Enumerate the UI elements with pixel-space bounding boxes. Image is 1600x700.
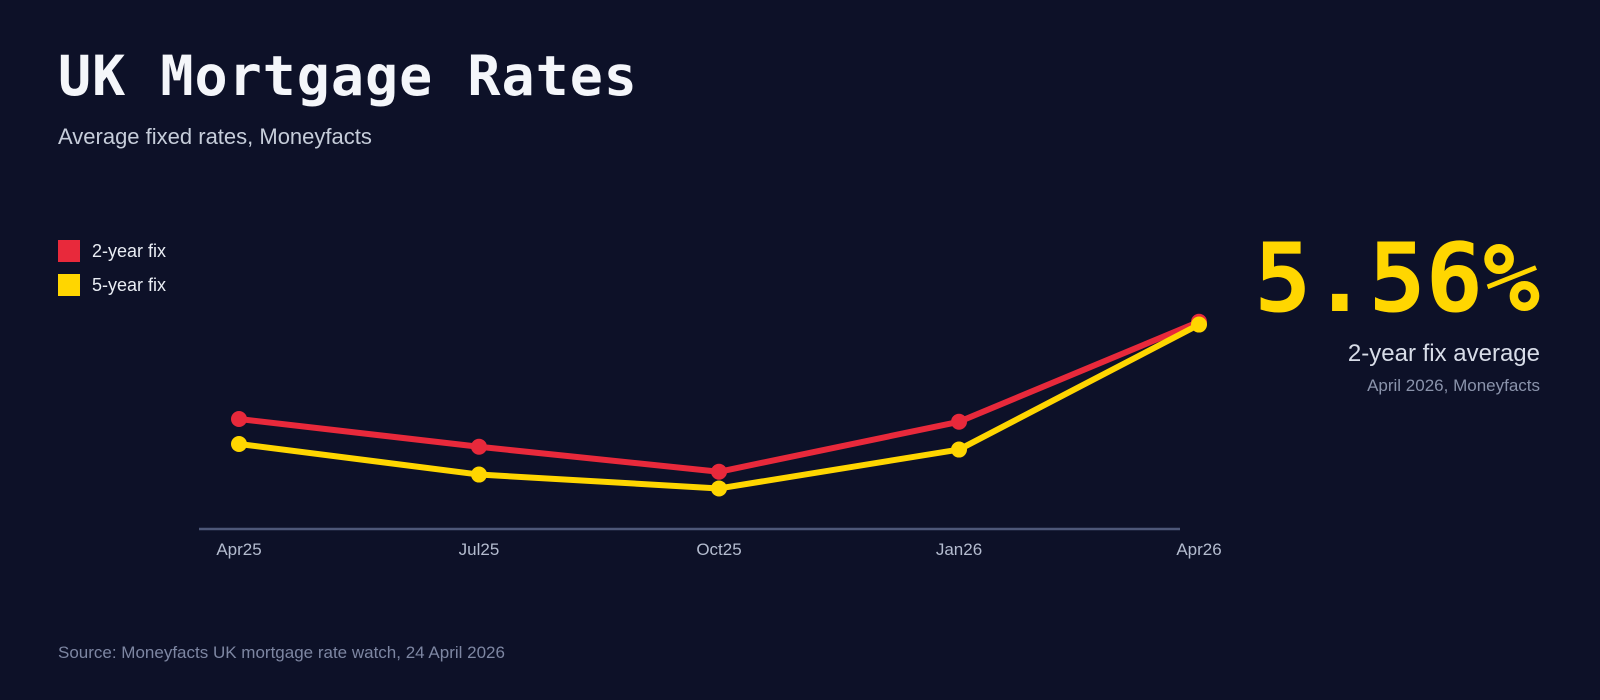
chart-legend: 2-year fix 5-year fix	[58, 240, 166, 308]
x-tick-jan26: Jan26	[935, 540, 983, 559]
legend-label-2-year-fix: 2-year fix	[92, 241, 167, 261]
legend-label-5-year-fix: 5-year fix	[92, 275, 167, 295]
legend-swatch-red-icon	[58, 240, 80, 262]
legend-item-2-year-fix: 2-year fix	[58, 240, 166, 262]
page-subtitle: Average fixed rates, Moneyfacts	[58, 124, 372, 149]
page-title: UK Mortgage Rates	[58, 44, 638, 108]
legend-swatch-yellow-icon	[58, 274, 80, 296]
source-note: Source: Moneyfacts UK mortgage rate watc…	[58, 643, 505, 662]
x-tick-apr25: Apr25	[216, 540, 262, 559]
stat-label: 2-year fix average	[1347, 340, 1540, 367]
stat-subcaption: April 2026, Moneyfacts	[1367, 375, 1540, 395]
x-tick-oct25: Oct25	[696, 540, 742, 559]
highlight-stat: 5.56% 2-year fix average April 2026, Mon…	[1254, 232, 1540, 396]
stat-value: 5.56%	[1254, 224, 1540, 334]
x-tick-jul25: Jul25	[458, 540, 500, 559]
legend-item-5-year-fix: 5-year fix	[58, 274, 166, 296]
x-tick-apr26: Apr26	[1176, 540, 1222, 559]
